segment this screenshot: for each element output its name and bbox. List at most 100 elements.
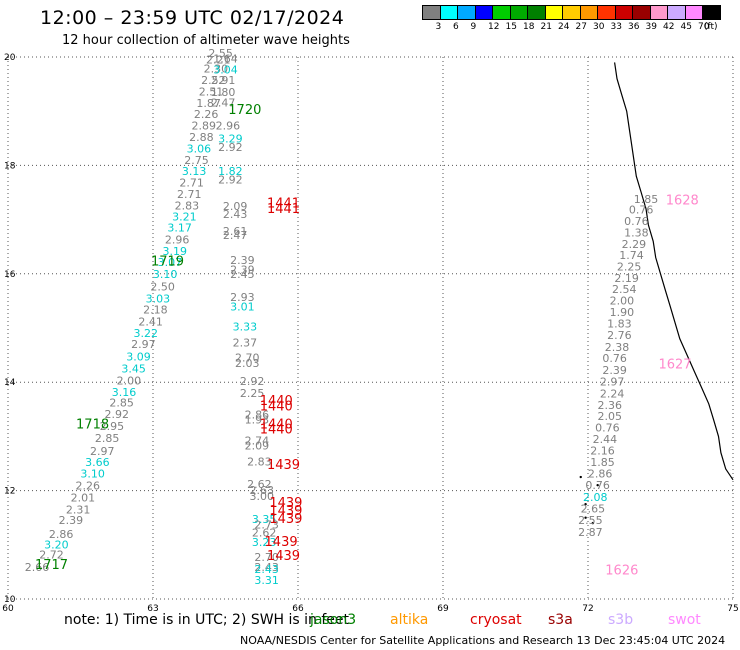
wave-height-value: 0.76 xyxy=(595,422,620,435)
wave-height-value: 3.66 xyxy=(85,456,110,469)
coastline xyxy=(614,62,734,481)
wave-height-value: 2.66 xyxy=(25,561,50,574)
wave-height-value: 3.06 xyxy=(187,142,212,155)
legend-label: 24 xyxy=(558,22,570,32)
wave-height-value: 2.45 xyxy=(230,268,255,281)
wave-height-value: 2.01 xyxy=(71,491,96,504)
wave-height-value: 2.51 xyxy=(199,85,224,98)
legend-label: 70 xyxy=(698,22,710,32)
legend-label: 9 xyxy=(470,22,477,32)
island xyxy=(579,475,582,479)
mission-label-swot: swot xyxy=(668,612,701,628)
island xyxy=(596,483,599,487)
y-tick-label: 10 xyxy=(4,595,16,605)
track-label: 1439 xyxy=(269,512,302,527)
wave-height-value: 2.00 xyxy=(117,374,142,387)
wave-height-value: 3.01 xyxy=(230,301,255,314)
wave-height-value: 2.73 xyxy=(254,519,279,532)
wave-height-value: 2.93 xyxy=(230,291,255,304)
x-tick-label: 66 xyxy=(292,604,304,614)
wave-height-value: 2.29 xyxy=(622,238,647,251)
track-label: 1439 xyxy=(267,458,300,473)
wave-height-value: 2.55 xyxy=(208,47,233,60)
wave-height-value: 3.31 xyxy=(254,574,279,587)
wave-height-value: 2.91 xyxy=(211,74,236,87)
wave-height-value: 2.92 xyxy=(218,173,243,186)
track-label: 1440 xyxy=(260,423,293,438)
wave-height-value: 2.61 xyxy=(223,225,248,238)
wave-height-value: 2.39 xyxy=(230,254,255,267)
legend-label: 45 xyxy=(680,22,692,32)
wave-height-value: 2.43 xyxy=(254,561,279,574)
wave-height-value: 2.26 xyxy=(76,480,101,493)
wave-height-value: 2.00 xyxy=(610,295,635,308)
wave-height-value: 2.18 xyxy=(143,303,168,316)
wave-height-value: 3.20 xyxy=(44,539,69,552)
wave-height-value: 1.74 xyxy=(619,249,644,262)
wave-height-value: 2.37 xyxy=(233,336,258,349)
y-tick-label: 12 xyxy=(4,487,15,497)
legend-label: 21 xyxy=(540,22,552,32)
wave-height-value: 2.71 xyxy=(179,177,204,190)
track-label: 1718 xyxy=(76,417,109,432)
y-tick-label: 14 xyxy=(4,378,16,388)
wave-height-value: 0.76 xyxy=(624,215,649,228)
wave-height-value: 0.76 xyxy=(629,204,654,217)
legend-label: 12 xyxy=(488,22,500,32)
track-label: 1440 xyxy=(260,394,293,409)
wave-height-value: 2.24 xyxy=(600,387,625,400)
wave-height-value: 2.47 xyxy=(223,229,248,242)
wave-height-value: 1.93 xyxy=(245,413,270,426)
mission-label-jason3: jason3 xyxy=(310,612,357,628)
wave-height-value: 3.16 xyxy=(112,386,137,399)
wave-height-value: 2.19 xyxy=(614,272,639,285)
wave-height-value: 2.47 xyxy=(211,96,236,109)
wave-height-value: 2.16 xyxy=(590,444,615,457)
wave-height-value: 3.35 xyxy=(252,513,277,526)
wave-height-value: 2.39 xyxy=(59,514,84,527)
legend-label: 27 xyxy=(575,22,587,32)
wave-height-value: 3.10 xyxy=(153,268,178,281)
wave-height-value: 1.38 xyxy=(624,226,649,239)
mission-label-s3b: s3b xyxy=(608,612,634,628)
wave-height-value: 2.39 xyxy=(230,263,255,276)
wave-height-value: 2.21 xyxy=(206,54,231,67)
wave-height-value: 1.85 xyxy=(590,456,615,469)
wave-height-value: 2.39 xyxy=(602,364,627,377)
legend-label: 18 xyxy=(523,22,535,32)
wave-height-value: 2.76 xyxy=(607,329,632,342)
x-tick-label: 72 xyxy=(582,604,593,614)
x-tick-label: 69 xyxy=(437,604,449,614)
footer-credit: NOAA/NESDIS Center for Satellite Applica… xyxy=(240,634,726,647)
track-label: 1626 xyxy=(605,564,638,579)
island xyxy=(584,516,587,519)
mission-label-s3a: s3a xyxy=(548,612,573,628)
wave-height-value: 2.65 xyxy=(581,502,606,515)
wave-height-value: 2.96 xyxy=(216,120,241,133)
wave-height-value: 3.19 xyxy=(163,245,188,258)
wave-height-value: 2.43 xyxy=(254,563,279,576)
legend-swatch xyxy=(702,5,721,20)
wave-height-value: 2.05 xyxy=(598,410,623,423)
wave-height-value: 3.10 xyxy=(80,468,105,481)
wave-height-value: 2.95 xyxy=(100,420,125,433)
wave-height-value: 2.36 xyxy=(598,399,623,412)
x-tick-label: 63 xyxy=(147,604,158,614)
track-label: 1439 xyxy=(267,549,300,564)
wave-height-value: 2.71 xyxy=(177,188,202,201)
wave-height-value: 2.26 xyxy=(194,108,219,121)
y-tick-label: 18 xyxy=(4,161,16,171)
wave-height-value: 2.86 xyxy=(588,468,613,481)
wave-height-value: 2.86 xyxy=(49,528,74,541)
wave-height-value: 2.09 xyxy=(245,439,270,452)
wave-height-value: 2.75 xyxy=(184,154,209,167)
wave-height-value: 3.04 xyxy=(213,63,238,76)
wave-height-value: 2.83 xyxy=(247,456,272,469)
x-tick-label: 75 xyxy=(727,604,738,614)
wave-height-value: 2.25 xyxy=(617,261,642,274)
wave-height-value: 3.13 xyxy=(182,165,207,178)
track-label: 1720 xyxy=(228,103,261,118)
wave-height-value: 2.03 xyxy=(235,357,260,370)
wave-height-value: 3.33 xyxy=(233,321,258,334)
